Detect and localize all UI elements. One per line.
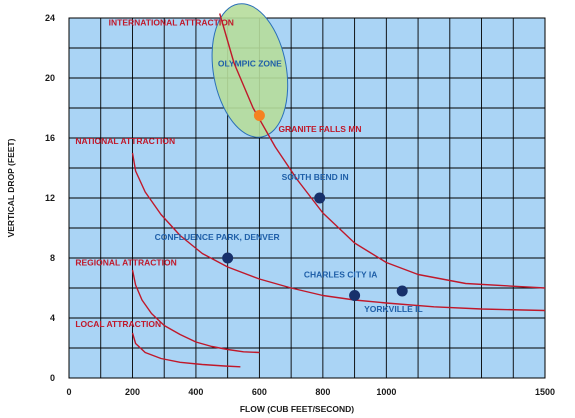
data-point-4 xyxy=(349,290,361,301)
olympic-zone-label: OLYMPIC ZONE xyxy=(218,59,282,69)
data-point-5 xyxy=(396,285,408,297)
ticks-layer: 0 200 400 600 800 1000 1500 0 4 8 12 16 20 24 xyxy=(45,13,555,397)
data-point-2 xyxy=(314,192,326,204)
y-tick-label: 8 xyxy=(50,253,55,263)
region-label-4: LOCAL ATTRACTION xyxy=(75,319,161,329)
y-tick-label: 0 xyxy=(50,373,55,383)
curves-layer xyxy=(131,13,546,368)
region-label-3: REGIONAL ATTRACTION xyxy=(75,258,176,268)
data-point-1 xyxy=(253,110,265,121)
x-tick-label: 800 xyxy=(315,387,330,397)
labels-layer: GRANITE FALLS MN SOUTH BEND IN CONFLUENCE … xyxy=(75,18,422,330)
data-point-3 xyxy=(222,252,234,264)
attraction-curve-3 xyxy=(131,269,260,354)
data-point-label-1: GRANITE FALLS MN xyxy=(278,124,361,134)
x-tick-label: 1500 xyxy=(535,387,555,397)
x-tick-label: 600 xyxy=(252,387,267,397)
data-point-label-3: CONFLUENCE PARK, DENVER xyxy=(155,232,280,242)
attraction-curve-2 xyxy=(131,152,546,312)
plot-border xyxy=(68,17,546,379)
x-axis-title: FLOW (CUB FEET/SECOND) xyxy=(240,404,354,414)
data-point-label-5: YORKVILLE IL xyxy=(364,304,423,314)
olympic-zone-ellipse xyxy=(211,3,289,138)
y-tick-label: 4 xyxy=(50,313,55,323)
x-tick-label: 400 xyxy=(188,387,203,397)
zone-layer: OLYMPIC ZONE xyxy=(211,3,289,138)
attraction-curve-1 xyxy=(219,13,546,289)
attraction-curve-4 xyxy=(131,332,241,368)
y-tick-label: 24 xyxy=(45,13,55,23)
y-tick-label: 16 xyxy=(45,133,55,143)
y-tick-label: 20 xyxy=(45,73,55,83)
x-tick-label: 0 xyxy=(66,387,71,397)
region-label-2: NATIONAL ATTRACTION xyxy=(75,136,175,146)
x-tick-label: 1000 xyxy=(376,387,396,397)
y-axis-title: VERTICAL DROP (FEET) xyxy=(6,138,16,237)
grid xyxy=(68,17,546,379)
data-point-label-2: SOUTH BEND IN xyxy=(282,172,349,182)
x-tick-label: 200 xyxy=(125,387,140,397)
region-label-1: INTERNATIONAL ATTRACTION xyxy=(109,18,234,28)
y-tick-label: 12 xyxy=(45,193,55,203)
data-point-label-4: CHARLES CITY IA xyxy=(304,270,378,280)
points-layer xyxy=(222,110,408,301)
